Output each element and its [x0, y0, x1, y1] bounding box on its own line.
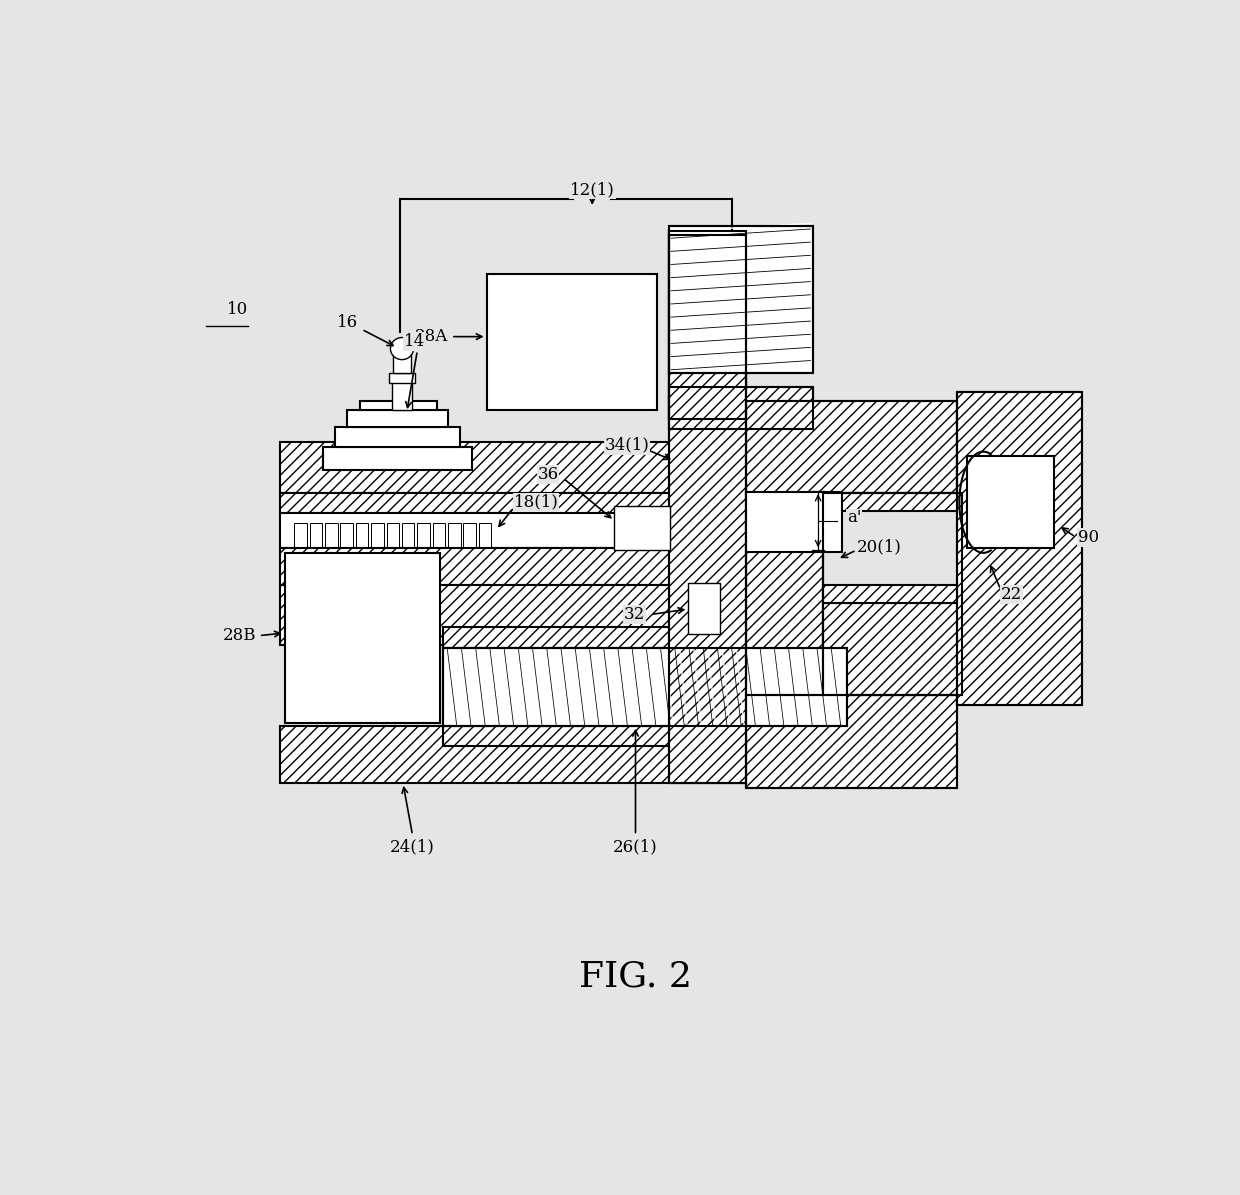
- Bar: [670, 231, 746, 419]
- Bar: [402, 522, 414, 549]
- Bar: [486, 274, 657, 410]
- Bar: [746, 402, 957, 494]
- Bar: [392, 378, 412, 410]
- Bar: [444, 627, 847, 648]
- Bar: [970, 461, 1049, 544]
- Text: 26(1): 26(1): [613, 839, 658, 856]
- Bar: [746, 494, 823, 695]
- Bar: [418, 522, 430, 549]
- Text: 34(1): 34(1): [605, 436, 650, 454]
- Bar: [688, 583, 720, 633]
- Text: a': a': [847, 509, 862, 527]
- Bar: [670, 231, 746, 419]
- Text: 16: 16: [336, 314, 358, 331]
- Bar: [746, 695, 957, 788]
- Bar: [746, 492, 842, 552]
- Text: 20(1): 20(1): [857, 538, 901, 554]
- Bar: [280, 725, 750, 783]
- Bar: [388, 374, 415, 382]
- Bar: [360, 402, 436, 410]
- Bar: [280, 442, 750, 494]
- Text: 12(1): 12(1): [570, 180, 615, 198]
- Bar: [670, 387, 813, 429]
- Bar: [670, 226, 813, 373]
- Bar: [310, 522, 322, 549]
- Bar: [670, 226, 813, 373]
- Bar: [371, 522, 383, 549]
- Bar: [280, 586, 750, 645]
- Bar: [285, 553, 440, 723]
- Bar: [670, 231, 746, 419]
- Bar: [967, 456, 1054, 549]
- Text: 28A: 28A: [415, 329, 448, 345]
- Bar: [957, 392, 1083, 705]
- Text: 14: 14: [404, 332, 425, 350]
- Text: 90: 90: [1078, 528, 1099, 546]
- Text: 18(1): 18(1): [513, 494, 558, 510]
- Bar: [433, 522, 445, 549]
- Text: 32: 32: [624, 606, 645, 623]
- Bar: [670, 235, 746, 783]
- Bar: [347, 410, 448, 427]
- Bar: [746, 402, 957, 494]
- Text: 22: 22: [1001, 586, 1022, 602]
- Bar: [957, 392, 1083, 705]
- Bar: [280, 494, 750, 514]
- Bar: [324, 447, 472, 470]
- Text: 28B: 28B: [222, 627, 255, 644]
- Bar: [444, 648, 847, 725]
- Bar: [280, 549, 750, 586]
- Circle shape: [391, 337, 413, 360]
- Bar: [294, 522, 306, 549]
- Bar: [280, 514, 750, 549]
- Text: 24(1): 24(1): [391, 839, 435, 856]
- Bar: [823, 586, 962, 603]
- Bar: [335, 427, 460, 447]
- Text: 10: 10: [227, 300, 248, 318]
- Bar: [325, 522, 337, 549]
- Bar: [444, 725, 847, 746]
- Bar: [823, 494, 962, 511]
- Bar: [746, 695, 957, 788]
- Bar: [393, 350, 410, 373]
- Bar: [444, 648, 847, 725]
- Bar: [670, 235, 746, 783]
- Bar: [670, 387, 813, 429]
- Bar: [387, 522, 399, 549]
- Text: 36: 36: [537, 466, 558, 483]
- Bar: [614, 505, 670, 550]
- Bar: [479, 522, 491, 549]
- Text: FIG. 2: FIG. 2: [579, 960, 692, 993]
- Bar: [746, 494, 823, 695]
- Bar: [823, 494, 962, 695]
- Bar: [823, 603, 962, 695]
- Bar: [448, 522, 460, 549]
- Bar: [356, 522, 368, 549]
- Bar: [341, 522, 353, 549]
- Bar: [464, 522, 476, 549]
